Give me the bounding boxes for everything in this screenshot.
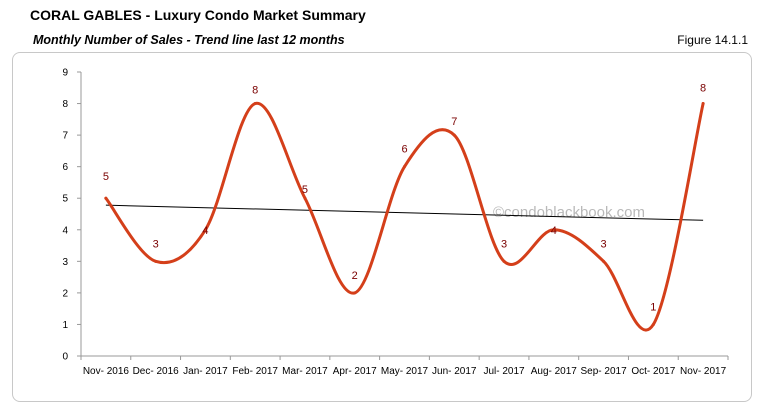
data-point bbox=[203, 228, 207, 232]
y-tick-label: 8 bbox=[62, 99, 68, 110]
data-label: 8 bbox=[252, 85, 258, 97]
chart-axes: 0 1 2 3 4 5 6 7 8 9 Nov- 2016 Dec- 2016 Jan- 2017 Feb… bbox=[62, 68, 729, 377]
x-tick-label: Nov- 2017 bbox=[680, 366, 727, 377]
data-label: 1 bbox=[650, 301, 656, 313]
data-point bbox=[602, 259, 606, 263]
data-label: 2 bbox=[352, 270, 358, 282]
x-tick-label: Nov- 2016 bbox=[83, 366, 130, 377]
data-label: 4 bbox=[202, 225, 208, 237]
figure-number: Figure 14.1.1 bbox=[677, 33, 748, 47]
data-label: 6 bbox=[401, 144, 407, 156]
data-point bbox=[303, 196, 307, 200]
chart-title: CORAL GABLES - Luxury Condo Market Summa… bbox=[30, 7, 366, 23]
x-tick-label: Sep- 2017 bbox=[580, 366, 627, 377]
series-layer bbox=[104, 102, 705, 332]
x-tick-label: Aug- 2017 bbox=[531, 366, 578, 377]
data-point bbox=[403, 165, 406, 169]
y-tick-label: 3 bbox=[62, 257, 68, 268]
data-point bbox=[502, 259, 506, 263]
data-label: 3 bbox=[601, 238, 607, 250]
x-tick-label: Oct- 2017 bbox=[631, 366, 675, 377]
data-point bbox=[104, 196, 108, 200]
x-tick-label: Dec- 2016 bbox=[133, 366, 180, 377]
y-tick-label: 0 bbox=[62, 352, 68, 363]
watermark: ©condoblackbook.com bbox=[493, 204, 645, 221]
data-labels-layer: 5 3 4 8 5 2 6 7 3 4 3 1 8 bbox=[103, 83, 706, 314]
data-point bbox=[452, 133, 456, 137]
x-tick-label: Jul- 2017 bbox=[483, 366, 525, 377]
trend-line bbox=[105, 204, 704, 221]
x-tick-label: May- 2017 bbox=[381, 366, 429, 377]
x-tick-label: Apr- 2017 bbox=[333, 366, 377, 377]
x-tick-label: Feb- 2017 bbox=[232, 366, 278, 377]
data-point bbox=[253, 102, 257, 106]
y-tick-label: 2 bbox=[62, 288, 68, 299]
y-tick-label: 6 bbox=[62, 162, 68, 173]
x-tick-label: Mar- 2017 bbox=[282, 366, 328, 377]
data-label: 3 bbox=[501, 238, 507, 250]
y-tick-label: 1 bbox=[62, 320, 68, 331]
x-tick-label: Jun- 2017 bbox=[432, 366, 477, 377]
y-tick-label: 9 bbox=[62, 68, 68, 79]
y-tick-label: 5 bbox=[62, 194, 68, 205]
data-point bbox=[353, 291, 357, 295]
y-tick-label: 7 bbox=[62, 131, 68, 142]
data-point bbox=[552, 228, 556, 232]
data-point bbox=[701, 102, 705, 106]
data-label: 5 bbox=[103, 171, 109, 183]
data-label: 3 bbox=[153, 238, 159, 250]
chart-subtitle: Monthly Number of Sales - Trend line las… bbox=[33, 33, 345, 47]
data-point bbox=[651, 322, 655, 326]
data-label: 4 bbox=[551, 225, 557, 237]
data-point bbox=[154, 259, 158, 263]
data-label: 5 bbox=[302, 184, 308, 196]
x-tick-label: Jan- 2017 bbox=[183, 366, 228, 377]
y-tick-label: 4 bbox=[62, 225, 68, 236]
data-label: 8 bbox=[700, 83, 706, 95]
data-label: 7 bbox=[451, 116, 457, 128]
